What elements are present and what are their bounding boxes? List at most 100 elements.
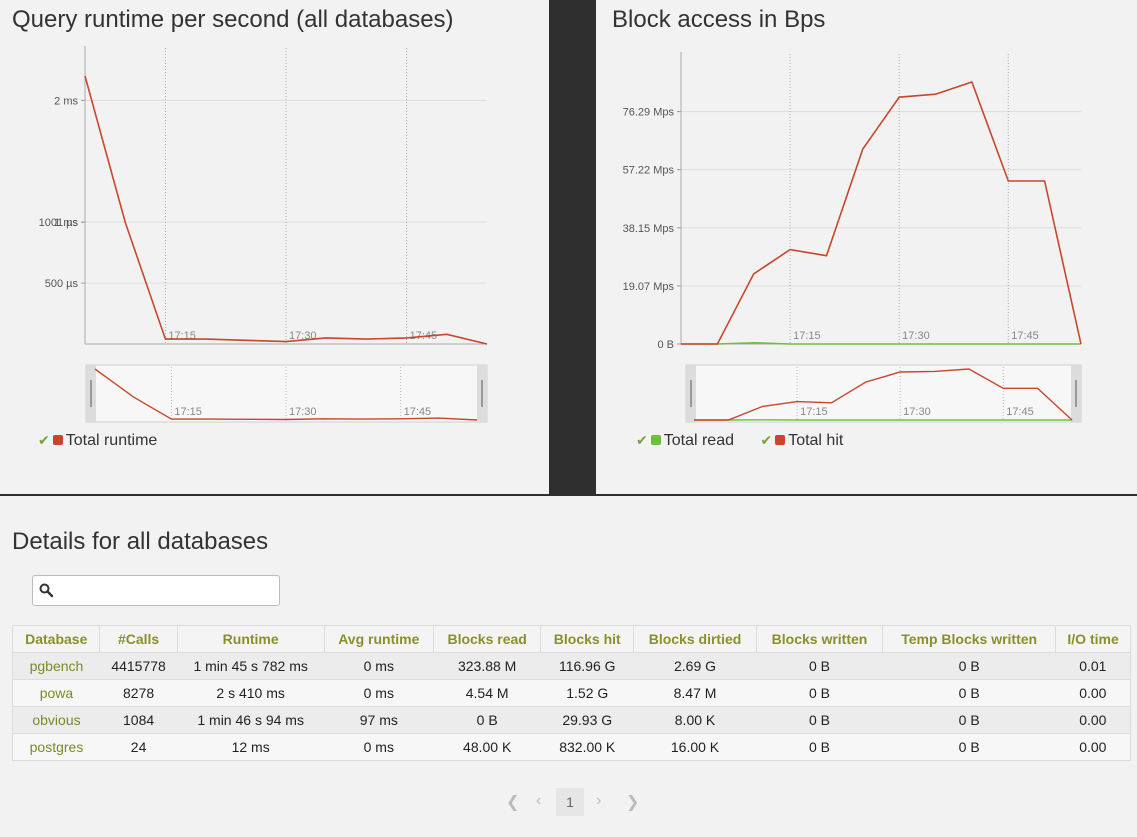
table-row: obvious 1084 1 min 46 s 94 ms 97 ms 0 B 29.93… <box>11 706 1131 734</box>
column-header[interactable]: I/O time <box>1055 625 1131 653</box>
runtime-panel: Query runtime per second (all databases)… <box>0 0 549 494</box>
next-page-button[interactable]: › <box>596 792 602 809</box>
database-link[interactable]: pgbench <box>11 652 100 680</box>
x-tick-label: 17:15 <box>793 330 821 342</box>
legend-label: Total runtime <box>65 432 158 449</box>
y-tick-label: 0 B <box>657 339 674 351</box>
column-header[interactable]: Blocks hit <box>540 625 635 653</box>
table-cell: 8.47 M <box>633 679 757 707</box>
table-cell: 0 B <box>882 706 1056 734</box>
overview-x-tick-label: 17:45 <box>404 406 432 418</box>
column-header[interactable]: Blocks written <box>755 625 884 653</box>
table-header-row: Database #Calls Runtime Avg runtime Blocks r… <box>11 625 1131 653</box>
blocks-chart[interactable]: 76.29 Mps 57.22 Mps 38.15 Mps 19.07 Mps 0 B 1… <box>596 0 1137 430</box>
check-icon: ✔ <box>38 432 50 448</box>
column-header[interactable]: Temp Blocks written <box>882 625 1057 653</box>
column-header[interactable]: Blocks dirtied <box>633 625 757 653</box>
database-link[interactable]: obvious <box>11 706 100 734</box>
legend-label: Total read <box>663 432 734 449</box>
table-cell: 116.96 G <box>540 652 634 680</box>
table-cell: 0 B <box>882 679 1056 707</box>
blocks-panel: Block access in Bps 76.29 Mps 57.22 Mps 38… <box>596 0 1137 494</box>
table-cell: 0 ms <box>324 733 434 761</box>
table-cell: 1 min 46 s 94 ms <box>177 706 325 734</box>
column-header[interactable]: #Calls <box>99 625 178 653</box>
table-cell: 2 s 410 ms <box>177 679 325 707</box>
runtime-chart[interactable]: 2 ms 1001 µs1 ms 500 µs 17:15 17:30 17:45 17:1… <box>0 0 549 430</box>
series-line <box>681 80 1082 345</box>
table-cell: 16.00 K <box>633 733 757 761</box>
series-line <box>84 75 488 345</box>
x-tick-label: 17:30 <box>902 330 930 342</box>
y-tick-label: 1 ms <box>54 217 78 229</box>
database-link[interactable]: postgres <box>11 733 100 761</box>
table-cell: 0 ms <box>324 679 434 707</box>
table-row: postgres 24 12 ms 0 ms 48.00 K 832.00 K 16.00 … <box>11 733 1131 761</box>
legend-item-total-hit[interactable]: ✔ Total hit <box>760 432 843 450</box>
table-cell: 0 ms <box>324 652 434 680</box>
database-link[interactable]: powa <box>11 679 100 707</box>
table-body: pgbench 4415778 1 min 45 s 782 ms 0 ms 323.8… <box>11 652 1131 761</box>
search-input[interactable] <box>59 579 275 602</box>
first-page-button[interactable]: ❮ <box>506 794 520 811</box>
table-cell: 832.00 K <box>540 733 634 761</box>
table-cell: 1.52 G <box>540 679 634 707</box>
search-icon <box>39 583 54 598</box>
table-cell: 48.00 K <box>433 733 541 761</box>
legend-label: Total hit <box>788 432 844 449</box>
x-tick-label: 17:15 <box>168 330 196 342</box>
runtime-chart-title: Query runtime per second (all databases) <box>12 6 454 33</box>
table-cell: 8278 <box>99 679 178 707</box>
prev-page-button[interactable]: ‹ <box>536 792 542 809</box>
blocks-chart-title: Block access in Bps <box>612 6 826 33</box>
overview-x-tick-label: 17:45 <box>1006 406 1034 418</box>
search-box <box>32 575 280 606</box>
column-header[interactable]: Runtime <box>176 625 325 653</box>
y-tick-label: 57.22 Mps <box>623 165 675 177</box>
page-1-button[interactable]: 1 <box>556 788 584 816</box>
table-cell: 0 B <box>756 706 883 734</box>
table-row: pgbench 4415778 1 min 45 s 782 ms 0 ms 323.8… <box>11 652 1131 680</box>
column-header[interactable]: Blocks read <box>432 625 542 653</box>
table-cell: 0.00 <box>1055 706 1131 734</box>
table-cell: 0 B <box>756 652 883 680</box>
column-header[interactable]: Database <box>11 625 101 653</box>
table-cell: 29.93 G <box>540 706 634 734</box>
y-tick-label: 38.15 Mps <box>623 223 675 235</box>
overview-x-tick-label: 17:30 <box>903 406 931 418</box>
x-tick-label: 17:45 <box>1011 330 1039 342</box>
table-cell: 0.00 <box>1055 679 1131 707</box>
overview-series-line <box>694 368 1073 421</box>
last-page-button[interactable]: ❯ <box>626 794 640 811</box>
table-cell: 8.00 K <box>633 706 757 734</box>
runtime-legend: ✔ Total runtime <box>38 432 179 450</box>
series-line <box>681 341 1081 345</box>
y-tick-label: 76.29 Mps <box>623 107 675 119</box>
overview-x-tick-label: 17:15 <box>174 406 202 418</box>
details-table: Database #Calls Runtime Avg runtime Blocks r… <box>11 625 1131 761</box>
column-header[interactable]: Avg runtime <box>323 625 435 653</box>
range-selector <box>685 364 1082 423</box>
legend-item-total-read[interactable]: ✔ Total read <box>636 432 734 450</box>
table-cell: 2.69 G <box>633 652 757 680</box>
overview-series-line <box>94 368 478 421</box>
details-title: Details for all databases <box>12 528 269 555</box>
legend-swatch <box>650 435 661 445</box>
check-icon: ✔ <box>636 432 648 448</box>
y-tick-label: 2 ms <box>54 95 78 107</box>
table-cell: 4.54 M <box>433 679 541 707</box>
table-cell: 24 <box>99 733 178 761</box>
overview-x-tick-label: 17:15 <box>800 406 828 418</box>
table-cell: 0.00 <box>1055 733 1131 761</box>
legend-item-total-runtime[interactable]: ✔ Total runtime <box>38 432 157 450</box>
table-cell: 0 B <box>433 706 541 734</box>
blocks-legend: ✔ Total read ✔ Total hit <box>636 432 865 450</box>
table-cell: 1084 <box>99 706 178 734</box>
table-cell: 0 B <box>756 679 883 707</box>
check-icon: ✔ <box>760 432 773 448</box>
table-cell: 12 ms <box>177 733 325 761</box>
table-row: powa 8278 2 s 410 ms 0 ms 4.54 M 1.52 G 8.47 M… <box>11 679 1131 707</box>
y-tick-label: 1001 µs <box>39 217 79 229</box>
y-tick-label: 500 µs <box>45 278 79 290</box>
table-cell: 0 B <box>882 652 1056 680</box>
